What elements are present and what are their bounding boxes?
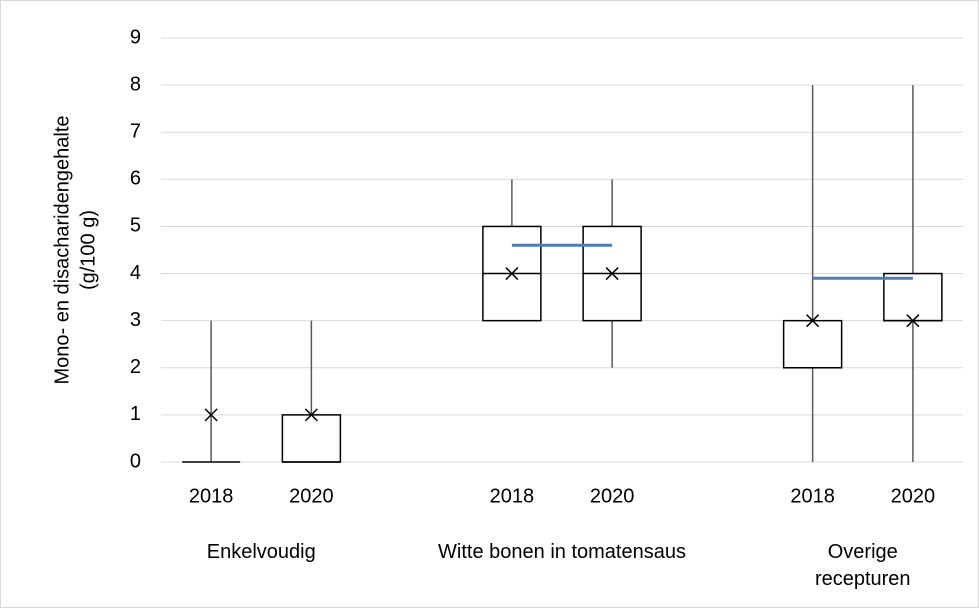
mean-marker [906, 314, 920, 328]
y-tick-label: 4 [130, 262, 141, 284]
group-label: Witte bonen in tomatensaus [438, 541, 686, 563]
group-label: Overige recepturen [814, 541, 911, 590]
mean-stroke [806, 314, 820, 328]
y-tick-label: 1 [130, 403, 141, 425]
mean-stroke [605, 267, 619, 281]
mean-marker [806, 314, 820, 328]
y-tick-label: 8 [130, 73, 141, 95]
x-tick-label: 2018 [490, 485, 535, 507]
mean-stroke [505, 267, 519, 281]
x-tick-label: 2020 [590, 485, 635, 507]
mean-marker [304, 408, 318, 422]
group-label: Enkelvoudig [206, 541, 316, 563]
y-tick-label: 3 [130, 309, 141, 331]
y-axis-title: Mono- en disacharidengehalte (g/100 g) [51, 115, 99, 384]
y-tick-label: 6 [130, 168, 141, 190]
box [782, 319, 843, 369]
mean-stroke [906, 314, 920, 328]
y-axis-title-line: Mono- en disacharidengehalte [51, 115, 73, 384]
mean-stroke [304, 408, 318, 422]
y-tick-label: 0 [130, 450, 141, 472]
y-axis-title-line: (g/100 g) [77, 210, 99, 290]
y-tick-label: 2 [130, 356, 141, 378]
mean-marker [505, 267, 519, 281]
mean-marker [605, 267, 619, 281]
x-tick-label: 2020 [289, 485, 334, 507]
mean-stroke [204, 408, 218, 422]
box [883, 272, 943, 322]
y-tick-label: 9 [130, 26, 141, 48]
x-tick-label: 2018 [790, 485, 835, 507]
y-tick-label: 5 [130, 215, 141, 237]
mean-marker [204, 408, 218, 422]
x-tick-label: 2018 [189, 485, 234, 507]
y-tick-label: 7 [130, 121, 141, 143]
x-tick-label: 2020 [891, 485, 936, 507]
box [281, 414, 342, 463]
